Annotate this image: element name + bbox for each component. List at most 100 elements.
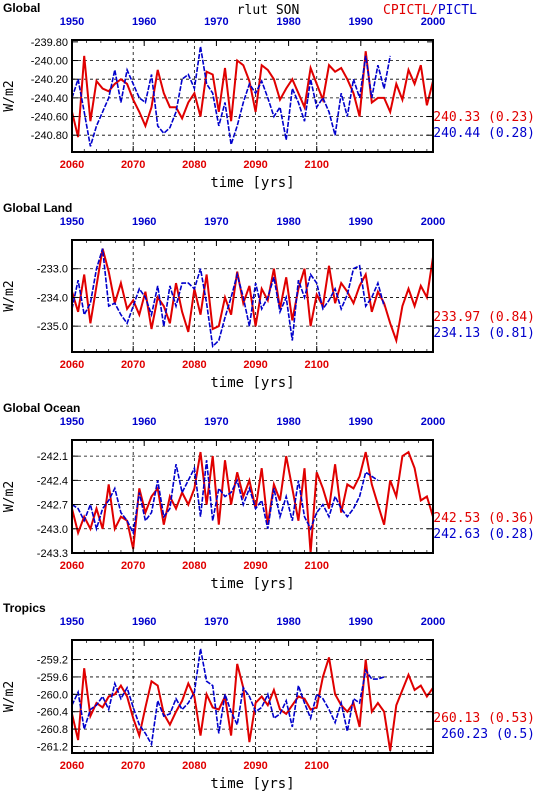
top-tick-label: 1980	[276, 16, 300, 28]
bottom-tick-label: 2070	[121, 560, 145, 572]
bottom-tick-label: 2060	[60, 159, 84, 171]
y-tick-label: -240.80	[31, 130, 68, 142]
bottom-tick-label: 2100	[305, 760, 329, 772]
series-line-cpictl	[71, 51, 434, 138]
series-line-cpictl	[71, 657, 434, 751]
bottom-tick-label: 2060	[60, 760, 84, 772]
series-line-pictl	[71, 46, 391, 147]
y-tick-label: -260.4	[37, 707, 68, 719]
top-tick-label: 1980	[276, 216, 300, 228]
mean-label-pictl: 260.23 (0.5)	[441, 727, 535, 742]
y-tick-label: -243.3	[37, 548, 68, 560]
top-tick-label: 1970	[204, 416, 228, 428]
top-tick-label: 2000	[421, 616, 445, 628]
bottom-tick-label: 2080	[182, 560, 206, 572]
y-tick-label: -239.80	[31, 37, 68, 49]
bottom-tick-label: 2100	[305, 560, 329, 572]
bottom-tick-label: 2070	[121, 159, 145, 171]
y-axis-label: W/m2	[2, 681, 17, 712]
top-tick-label: 1980	[276, 416, 300, 428]
series-line-pictl	[71, 248, 385, 348]
y-tick-label: -259.2	[37, 655, 68, 667]
y-tick-label: -242.4	[37, 475, 68, 487]
series-line-cpictl	[71, 450, 434, 554]
bottom-tick-label: 2080	[182, 359, 206, 371]
y-tick-label: -234.0	[37, 292, 68, 304]
bottom-tick-label: 2070	[121, 760, 145, 772]
top-tick-label: 1960	[132, 616, 156, 628]
top-tick-label: 1970	[204, 16, 228, 28]
legend-separator: /	[430, 3, 438, 18]
x-axis-label: time [yrs]	[210, 175, 294, 191]
y-tick-label: -240.00	[31, 56, 68, 68]
mean-label-cpictl: 242.53 (0.36)	[433, 511, 535, 526]
y-axis-label: W/m2	[2, 80, 17, 111]
top-tick-label: 2000	[421, 216, 445, 228]
bottom-tick-label: 2070	[121, 359, 145, 371]
mean-label-pictl: 240.44 (0.28)	[433, 126, 535, 141]
y-tick-label: -240.40	[31, 93, 68, 105]
y-tick-label: -242.7	[37, 500, 68, 512]
panel-title: Tropics	[3, 601, 46, 615]
bottom-tick-label: 2090	[243, 159, 267, 171]
bottom-tick-label: 2090	[243, 560, 267, 572]
y-axis-label: W/m2	[2, 481, 17, 512]
top-tick-label: 1960	[132, 416, 156, 428]
panel-title: Global Land	[3, 201, 72, 215]
figure-title: rlut SON	[237, 3, 300, 18]
plot-frame	[71, 639, 434, 754]
top-tick-label: 1970	[204, 616, 228, 628]
y-tick-label: -243.0	[37, 524, 68, 536]
y-tick-label: -233.0	[37, 264, 68, 276]
top-tick-label: 1990	[349, 416, 373, 428]
plot-frame	[71, 39, 434, 153]
mean-label-cpictl: 240.33 (0.23)	[433, 110, 535, 125]
top-tick-label: 1950	[60, 16, 84, 28]
y-tick-label: -240.20	[31, 74, 68, 86]
top-tick-label: 1950	[60, 616, 84, 628]
mean-label-pictl: 234.13 (0.81)	[433, 326, 535, 341]
bottom-tick-label: 2080	[182, 159, 206, 171]
bottom-tick-label: 2090	[243, 359, 267, 371]
y-tick-label: -242.1	[37, 451, 68, 463]
panel-global: Global 1950 1960 1970 1980 1990 2000 -239.80 -24…	[2, 1, 535, 191]
top-tick-label: 2000	[421, 16, 445, 28]
plot-frame	[71, 439, 434, 554]
series-line-pictl	[71, 460, 379, 536]
plot-frame	[71, 239, 434, 353]
bottom-tick-label: 2100	[305, 159, 329, 171]
figure-legend: CPICTL/PICTL	[383, 3, 477, 18]
x-axis-label: time [yrs]	[210, 375, 294, 391]
legend-pictl: PICTL	[438, 3, 477, 18]
bottom-tick-label: 2090	[243, 760, 267, 772]
y-tick-label: -259.6	[37, 672, 68, 684]
top-tick-label: 1990	[349, 16, 373, 28]
top-tick-label: 1950	[60, 216, 84, 228]
top-tick-label: 1980	[276, 616, 300, 628]
top-tick-label: 1990	[349, 616, 373, 628]
y-tick-label: -240.60	[31, 112, 68, 124]
bottom-tick-label: 2100	[305, 359, 329, 371]
mean-label-cpictl: 260.13 (0.53)	[433, 711, 535, 726]
mean-label-pictl: 242.63 (0.28)	[433, 527, 535, 542]
bottom-tick-label: 2080	[182, 760, 206, 772]
panel-title: Global Ocean	[3, 401, 80, 415]
series-line-pictl	[71, 648, 385, 747]
legend-cpictl: CPICTL	[383, 3, 430, 18]
bottom-tick-label: 2060	[60, 560, 84, 572]
top-tick-label: 1960	[132, 16, 156, 28]
x-axis-label: time [yrs]	[210, 776, 294, 792]
y-tick-label: -260.0	[37, 689, 68, 701]
top-tick-label: 1950	[60, 416, 84, 428]
top-tick-label: 1970	[204, 216, 228, 228]
top-tick-label: 1960	[132, 216, 156, 228]
y-axis-label: W/m2	[2, 280, 17, 311]
panel-title: Global	[3, 1, 40, 15]
series-line-cpictl	[71, 248, 434, 345]
panel-tropics: Tropics 1950 1960 1970 1980 1990 2000 -259.2 -25…	[2, 601, 535, 792]
x-axis-label: time [yrs]	[210, 576, 294, 592]
